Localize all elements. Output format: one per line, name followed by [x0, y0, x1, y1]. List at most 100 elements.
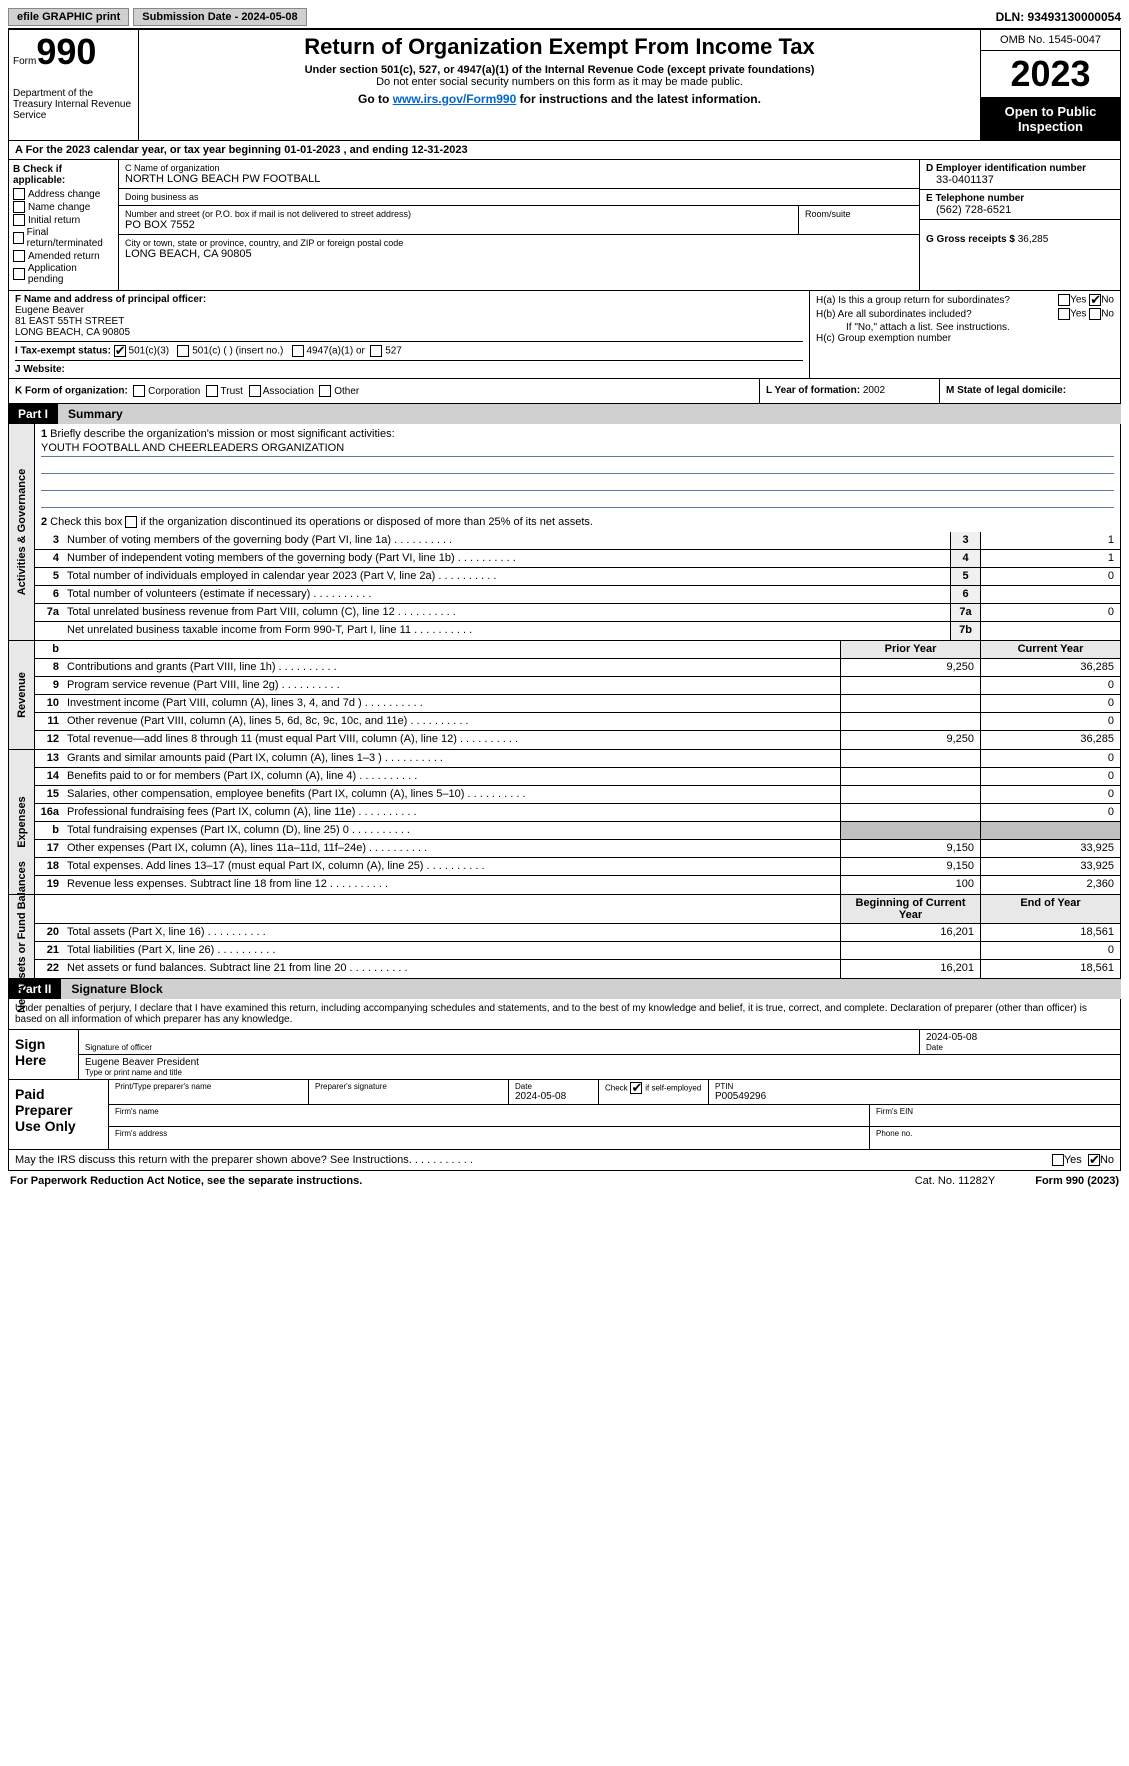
- dept: Department of the Treasury Internal Reve…: [13, 88, 134, 121]
- line2-checkbox[interactable]: [125, 516, 137, 528]
- row-i-label: I Tax-exempt status:: [15, 346, 111, 357]
- col-b: B Check if applicable: Address changeNam…: [9, 160, 119, 290]
- summary-row: 10Investment income (Part VIII, column (…: [35, 695, 1120, 713]
- summary-row: Net unrelated business taxable income fr…: [35, 622, 1120, 640]
- k-opt-checkbox[interactable]: [319, 385, 331, 397]
- colb-item: Address change: [13, 188, 114, 200]
- header-left: Form990 Department of the Treasury Inter…: [9, 30, 139, 140]
- col-f: F Name and address of principal officer:…: [9, 291, 810, 378]
- part1-hdr: Part I Summary: [8, 404, 1121, 424]
- summary-line1: 1 Briefly describe the organization's mi…: [35, 424, 1120, 512]
- summary-row: 21Total liabilities (Part X, line 26)0: [35, 942, 1120, 960]
- header-right: OMB No. 1545-0047 2023 Open to Public In…: [980, 30, 1120, 140]
- field-name: C Name of organization NORTH LONG BEACH …: [119, 160, 919, 189]
- sig-text: Under penalties of perjury, I declare th…: [8, 999, 1121, 1030]
- hc-label: H(c) Group exemption number: [816, 333, 1114, 344]
- part2-hdr: Part II Signature Block: [8, 979, 1121, 999]
- col-d: D Employer identification number 33-0401…: [920, 160, 1120, 290]
- k-opt-checkbox[interactable]: [206, 385, 218, 397]
- chk-501c[interactable]: [177, 345, 189, 357]
- k-opt-checkbox[interactable]: [249, 385, 261, 397]
- col-m: M State of legal domicile:: [940, 379, 1120, 403]
- summary-row: 13Grants and similar amounts paid (Part …: [35, 750, 1120, 768]
- colb-checkbox[interactable]: [13, 232, 24, 244]
- ha-label: H(a) Is this a group return for subordin…: [816, 295, 1058, 306]
- summary-row: 22Net assets or fund balances. Subtract …: [35, 960, 1120, 978]
- field-dba: Doing business as: [119, 189, 919, 206]
- side-label: Activities & Governance: [9, 424, 35, 640]
- k-opt-checkbox[interactable]: [133, 385, 145, 397]
- omb: OMB No. 1545-0047: [981, 30, 1120, 51]
- col-k: K Form of organization: Corporation Trus…: [9, 379, 760, 403]
- summary-row: bTotal fundraising expenses (Part IX, co…: [35, 822, 1120, 840]
- colb-item: Application pending: [13, 263, 114, 285]
- colb-checkbox[interactable]: [13, 188, 25, 200]
- summary-row: 5Total number of individuals employed in…: [35, 568, 1120, 586]
- col-b-hdr: B Check if applicable:: [13, 164, 114, 186]
- summary-section: Expenses13Grants and similar amounts pai…: [8, 750, 1121, 895]
- field-city: City or town, state or province, country…: [119, 235, 919, 263]
- row-a: A For the 2023 calendar year, or tax yea…: [8, 141, 1121, 160]
- discuss-row: May the IRS discuss this return with the…: [8, 1150, 1121, 1171]
- hb-yes[interactable]: [1058, 308, 1070, 320]
- topbar: efile GRAPHIC print Submission Date - 20…: [8, 8, 1121, 30]
- colb-checkbox[interactable]: [13, 201, 25, 213]
- summary-row: 9Program service revenue (Part VIII, lin…: [35, 677, 1120, 695]
- form-number: 990: [36, 31, 96, 72]
- chk-4947[interactable]: [292, 345, 304, 357]
- col-h: H(a) Is this a group return for subordin…: [810, 291, 1120, 378]
- field-street: Number and street (or P.O. box if mail i…: [119, 206, 799, 234]
- goto: Go to www.irs.gov/Form990 for instructio…: [147, 92, 972, 106]
- summary-row: 19Revenue less expenses. Subtract line 1…: [35, 876, 1120, 894]
- submission-date: Submission Date - 2024-05-08: [133, 8, 306, 26]
- colb-item: Final return/terminated: [13, 227, 114, 249]
- summary-row: 14Benefits paid to or for members (Part …: [35, 768, 1120, 786]
- summary-row: 6Total number of volunteers (estimate if…: [35, 586, 1120, 604]
- section-klm: K Form of organization: Corporation Trus…: [8, 379, 1121, 404]
- summary-line2: 2 Check this box if the organization dis…: [35, 512, 1120, 532]
- colb-item: Name change: [13, 201, 114, 213]
- summary-section: RevenuebPrior YearCurrent Year8Contribut…: [8, 641, 1121, 750]
- ha-yes[interactable]: [1058, 294, 1070, 306]
- field-room: Room/suite: [799, 206, 919, 234]
- summary-row: 12Total revenue—add lines 8 through 11 (…: [35, 731, 1120, 749]
- dln: DLN: 93493130000054: [996, 10, 1121, 24]
- ha-no[interactable]: [1089, 294, 1101, 306]
- field-gross: G Gross receipts $ 36,285: [920, 220, 1120, 248]
- summary-section: Activities & Governance1 Briefly describ…: [8, 424, 1121, 641]
- efile-btn[interactable]: efile GRAPHIC print: [8, 8, 129, 26]
- sub1: Under section 501(c), 527, or 4947(a)(1)…: [147, 64, 972, 76]
- discuss-no[interactable]: [1088, 1154, 1100, 1166]
- chk-501c3[interactable]: [114, 345, 126, 357]
- summary-row: 4Number of independent voting members of…: [35, 550, 1120, 568]
- goto-link[interactable]: www.irs.gov/Form990: [393, 92, 517, 106]
- colb-item: Amended return: [13, 250, 114, 262]
- title: Return of Organization Exempt From Incom…: [147, 34, 972, 60]
- form-prefix: Form: [13, 56, 36, 67]
- sig-block: Sign Here Signature of officer 2024-05-0…: [8, 1030, 1121, 1080]
- colb-checkbox[interactable]: [13, 214, 25, 226]
- section-fh: F Name and address of principal officer:…: [8, 291, 1121, 379]
- sub2: Do not enter social security numbers on …: [147, 76, 972, 88]
- field-phone: E Telephone number (562) 728-6521: [920, 190, 1120, 220]
- summary-row: 8Contributions and grants (Part VIII, li…: [35, 659, 1120, 677]
- summary-row: 7aTotal unrelated business revenue from …: [35, 604, 1120, 622]
- hb-note: If "No," attach a list. See instructions…: [816, 322, 1114, 333]
- summary-row: 18Total expenses. Add lines 13–17 (must …: [35, 858, 1120, 876]
- summary-hdr-row: bPrior YearCurrent Year: [35, 641, 1120, 659]
- side-label: Net Assets or Fund Balances: [9, 895, 35, 978]
- colb-checkbox[interactable]: [13, 268, 25, 280]
- hb-no[interactable]: [1089, 308, 1101, 320]
- side-label: Revenue: [9, 641, 35, 749]
- col-c: C Name of organization NORTH LONG BEACH …: [119, 160, 920, 290]
- prep-self-emp[interactable]: [630, 1082, 642, 1094]
- summary-row: 15Salaries, other compensation, employee…: [35, 786, 1120, 804]
- sign-here-label: Sign Here: [9, 1030, 79, 1079]
- hb-label: H(b) Are all subordinates included?: [816, 309, 1058, 320]
- footer: For Paperwork Reduction Act Notice, see …: [8, 1171, 1121, 1191]
- discuss-yes[interactable]: [1052, 1154, 1064, 1166]
- colb-checkbox[interactable]: [13, 250, 25, 262]
- chk-527[interactable]: [370, 345, 382, 357]
- year: 2023: [981, 51, 1120, 98]
- header-mid: Return of Organization Exempt From Incom…: [139, 30, 980, 140]
